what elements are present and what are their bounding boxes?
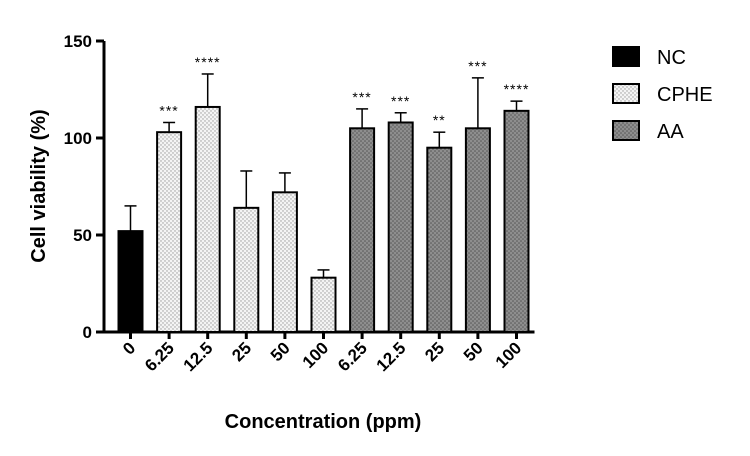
x-axis-title: Concentration (ppm): [225, 411, 422, 433]
x-tick-label: 25: [421, 338, 448, 365]
legend-swatch-cphe: [612, 83, 640, 104]
significance-label: ****: [504, 81, 530, 97]
legend-swatch-nc: [612, 46, 640, 67]
x-tick-labels: 0 6.25 12.5 25 50 100 6.25 12.5 25 50 100: [119, 338, 525, 375]
significance-label: ***: [159, 102, 178, 118]
y-tick-label: 150: [64, 32, 92, 51]
y-axis: 0 50 100 150: [64, 32, 106, 342]
y-tick-label: 0: [83, 323, 92, 342]
bars: ********** ************: [117, 54, 530, 334]
significance-label: ***: [468, 58, 487, 74]
x-tick-label: 12.5: [373, 338, 410, 375]
x-axis: [103, 330, 535, 339]
x-tick-label: 100: [492, 338, 525, 371]
bar-aa-25: [426, 146, 453, 333]
x-tick-label: 50: [460, 338, 487, 365]
significance-label: ****: [195, 54, 221, 70]
x-tick-label: 50: [267, 338, 294, 365]
significance-label: ***: [352, 89, 371, 105]
legend-swatch-aa: [612, 120, 640, 141]
legend-label-nc: NC: [657, 47, 686, 69]
legend-label-cphe: CPHE: [657, 84, 713, 106]
x-tick-label: 6.25: [141, 338, 178, 375]
x-tick-label: 12.5: [180, 338, 217, 375]
y-tick-label: 50: [73, 226, 92, 245]
bar-cphe-25: [233, 206, 260, 333]
significance-label: **: [433, 112, 446, 128]
bar-aa-100: [503, 109, 530, 333]
y-axis-title: Cell viability (%): [28, 109, 50, 262]
bar-cphe-50: [271, 191, 298, 333]
legend-label-aa: AA: [657, 121, 684, 143]
x-tick-label: 0: [119, 338, 139, 358]
bar-nc-0: [117, 230, 144, 333]
bar-cphe-100: [310, 276, 337, 333]
bar-cphe-12.5: [194, 105, 221, 333]
legend: NC CPHE AA: [612, 46, 713, 143]
bar-aa-50: [464, 127, 491, 333]
y-tick-label: 100: [64, 129, 92, 148]
x-tick-label: 25: [228, 338, 255, 365]
bar-aa-12.5: [387, 121, 414, 334]
bar-cphe-6.25: [156, 131, 183, 333]
significance-label: ***: [391, 93, 410, 109]
bar-aa-6.25: [349, 127, 376, 333]
x-tick-label: 100: [299, 338, 332, 371]
x-tick-label: 6.25: [334, 338, 371, 375]
